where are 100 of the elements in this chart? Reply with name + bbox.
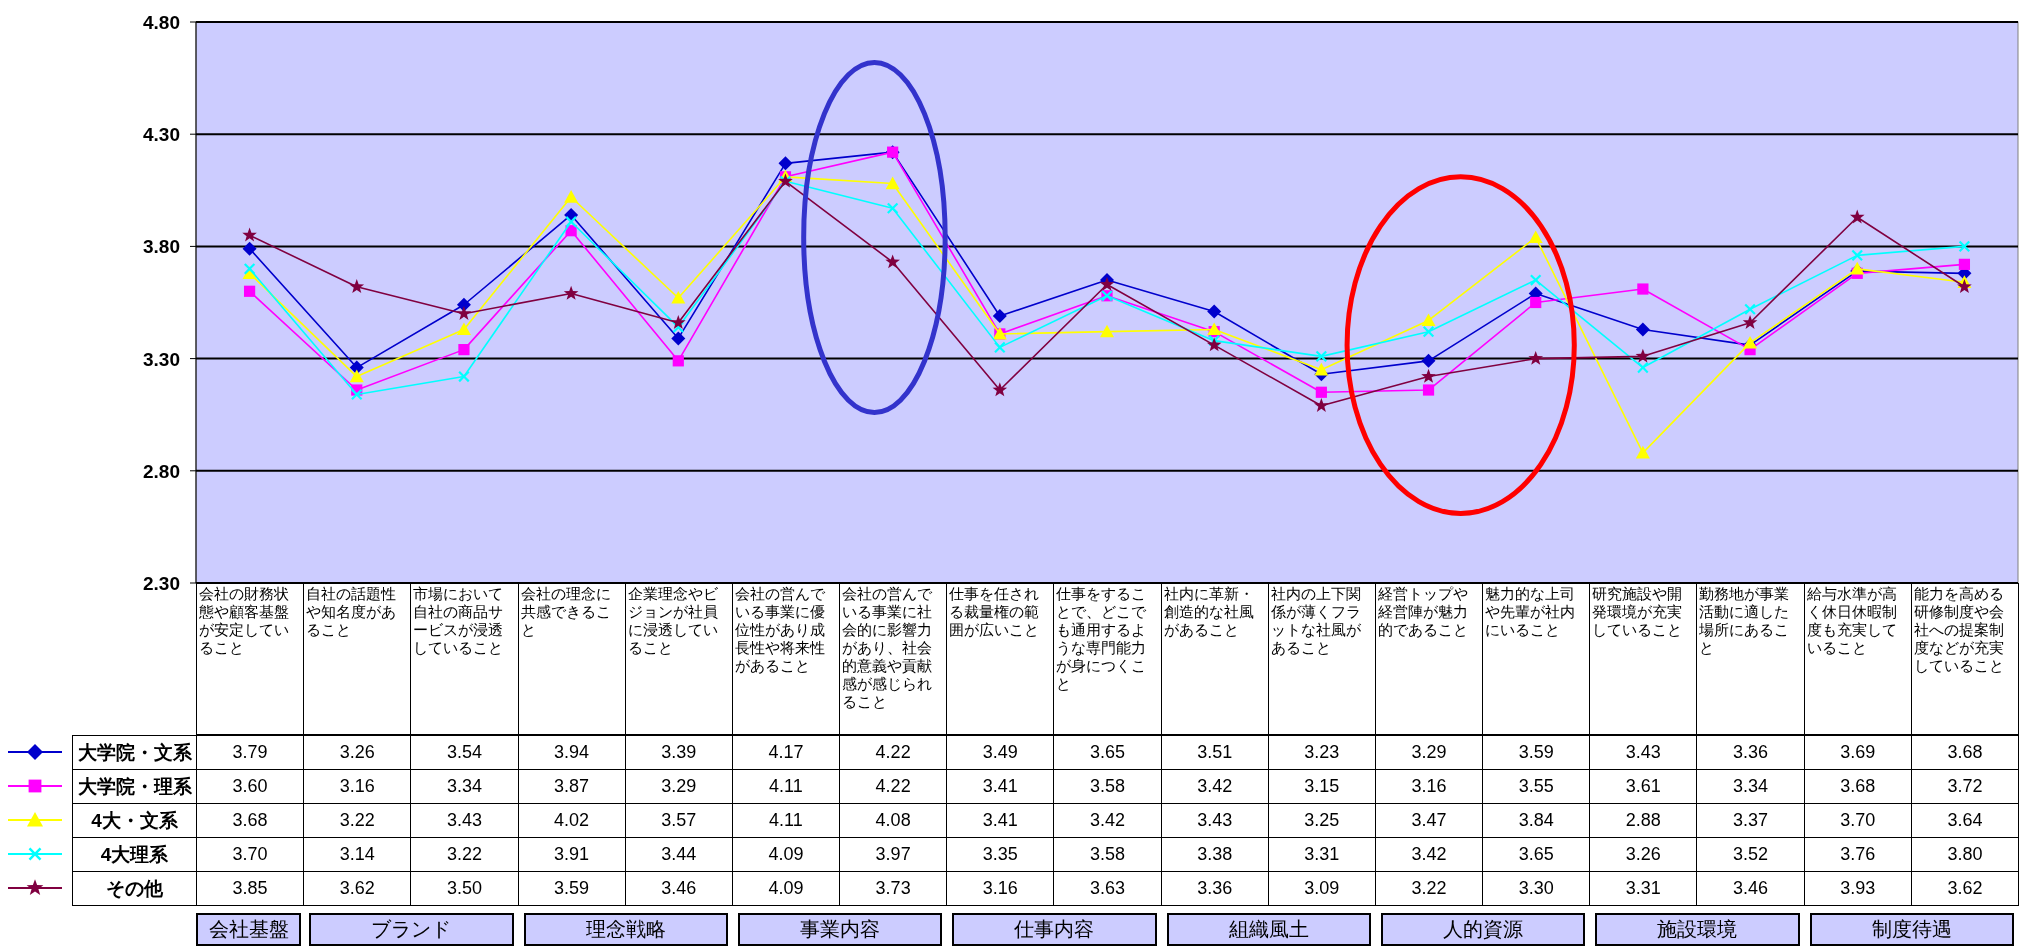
data-label: 3.73: [839, 871, 948, 906]
data-label: 3.42: [1374, 837, 1484, 872]
y-tick-label: 4.80: [143, 12, 180, 33]
text: ブランド: [309, 913, 514, 946]
x-tick-label: 自社の話題性や知名度があること: [303, 583, 412, 735]
data-label: 3.64: [1910, 803, 2019, 838]
data-label: 3.09: [1267, 871, 1376, 906]
x-tick-label: 経営トップや経営陣が魅力的であること: [1374, 583, 1484, 735]
data-label: 3.55: [1482, 769, 1591, 804]
data-label: 4.22: [839, 735, 948, 770]
data-label: 4.09: [731, 871, 841, 906]
x-tick-label: 企業理念やビジョンが社員に浸透していること: [624, 583, 733, 735]
text: 仕事内容: [952, 913, 1157, 946]
data-label: 3.70: [1803, 803, 1912, 838]
data-label: 3.54: [410, 735, 519, 770]
text: 組織風土: [1166, 913, 1371, 946]
data-label: 3.57: [624, 803, 733, 838]
data-label: 3.43: [1589, 735, 1698, 770]
data-label: 3.46: [1696, 871, 1805, 906]
x-tick-label: 会社の営んでいる事業に優位性があり成長性や将来性があること: [731, 583, 841, 735]
data-label: 3.38: [1160, 837, 1269, 872]
y-tick-label: 2.80: [143, 460, 180, 482]
data-label: 3.29: [624, 769, 733, 804]
y-tick-label: 3.30: [143, 348, 180, 370]
legend-label: その他: [72, 871, 197, 906]
data-label: 3.34: [410, 769, 519, 804]
data-label: 4.02: [517, 803, 626, 838]
data-label: 3.43: [410, 803, 519, 838]
y-tick-label: 2.30: [143, 573, 180, 594]
data-label: 3.35: [946, 837, 1055, 872]
y-tick-label: 4.30: [143, 124, 180, 146]
data-label: 3.65: [1053, 735, 1162, 770]
data-label: 3.36: [1696, 735, 1805, 770]
data-label: 3.76: [1803, 837, 1912, 872]
data-label: 3.91: [517, 837, 626, 872]
x-tick-label: 研究施設や開発環境が充実していること: [1589, 583, 1698, 735]
data-label: 3.22: [410, 837, 519, 872]
data-label: 3.59: [517, 871, 626, 906]
data-label: 3.31: [1267, 837, 1376, 872]
data-label: 3.22: [303, 803, 412, 838]
legend-label: 4大理系: [72, 837, 197, 872]
x-tick-label: 市場において自社の商品サービスが浸透していること: [410, 583, 519, 735]
data-label: 3.68: [1910, 735, 2019, 770]
data-label: 3.61: [1589, 769, 1698, 804]
data-label: 4.17: [731, 735, 841, 770]
data-label: 3.22: [1374, 871, 1484, 906]
legend-label: 大学院・文系: [72, 735, 197, 770]
text: 施設環境: [1595, 913, 1800, 946]
data-label: 3.39: [624, 735, 733, 770]
data-label: 3.41: [946, 803, 1055, 838]
data-label: 4.11: [731, 769, 841, 804]
x-tick-label: 社内に革新・創造的な社風があること: [1160, 583, 1269, 735]
data-label: 3.79: [196, 735, 305, 770]
text: 制度待遇: [1809, 913, 2014, 946]
data-label: 3.80: [1910, 837, 2019, 872]
data-label: 3.36: [1160, 871, 1269, 906]
data-label: 3.34: [1696, 769, 1805, 804]
data-label: 3.50: [410, 871, 519, 906]
data-label: 3.16: [303, 769, 412, 804]
data-label: 3.47: [1374, 803, 1484, 838]
data-label: 3.16: [1374, 769, 1484, 804]
data-label: 3.58: [1053, 837, 1162, 872]
data-label: 3.60: [196, 769, 305, 804]
data-label: 3.85: [196, 871, 305, 906]
data-label: 4.11: [731, 803, 841, 838]
data-label: 3.23: [1267, 735, 1376, 770]
legend-label: 4大・文系: [72, 803, 197, 838]
data-label: 4.22: [839, 769, 948, 804]
text: 事業内容: [737, 913, 943, 946]
data-label: 3.51: [1160, 735, 1269, 770]
data-label: 3.63: [1053, 871, 1162, 906]
data-label: 3.68: [196, 803, 305, 838]
x-tick-label: 仕事を任される裁量権の範囲が広いこと: [946, 583, 1055, 735]
x-tick-label: 能力を高める研修制度や会社への提案制度などが充実していること: [1910, 583, 2019, 735]
data-label: 3.97: [839, 837, 948, 872]
data-label: 3.43: [1160, 803, 1269, 838]
data-label: 3.94: [517, 735, 626, 770]
data-label: 3.42: [1053, 803, 1162, 838]
data-label: 3.69: [1803, 735, 1912, 770]
data-label: 3.59: [1482, 735, 1591, 770]
x-tick-label: 会社の財務状態や顧客基盤が安定していること: [196, 583, 305, 735]
data-label: 3.65: [1482, 837, 1591, 872]
x-tick-label: 会社の理念に共感できること: [517, 583, 626, 735]
data-label: 3.25: [1267, 803, 1376, 838]
data-label: 3.15: [1267, 769, 1376, 804]
data-label: 4.08: [839, 803, 948, 838]
x-tick-label: 会社の営んでいる事業に社会的に影響力があり、社会的意義や貢献感が感じられること: [839, 583, 948, 735]
data-label: 3.44: [624, 837, 733, 872]
data-label: 2.88: [1589, 803, 1698, 838]
text: 会社基盤: [196, 913, 302, 946]
data-label: 3.46: [624, 871, 733, 906]
data-label: 3.30: [1482, 871, 1591, 906]
data-label: 3.70: [196, 837, 305, 872]
data-label: 3.68: [1803, 769, 1912, 804]
data-label: 3.62: [303, 871, 412, 906]
data-label: 3.31: [1589, 871, 1698, 906]
x-tick-label: 社内の上下関係が薄くフラットな社風があること: [1267, 583, 1376, 735]
data-label: 3.84: [1482, 803, 1591, 838]
data-label: 3.42: [1160, 769, 1269, 804]
x-tick-label: 魅力的な上司や先輩が社内にいること: [1482, 583, 1591, 735]
